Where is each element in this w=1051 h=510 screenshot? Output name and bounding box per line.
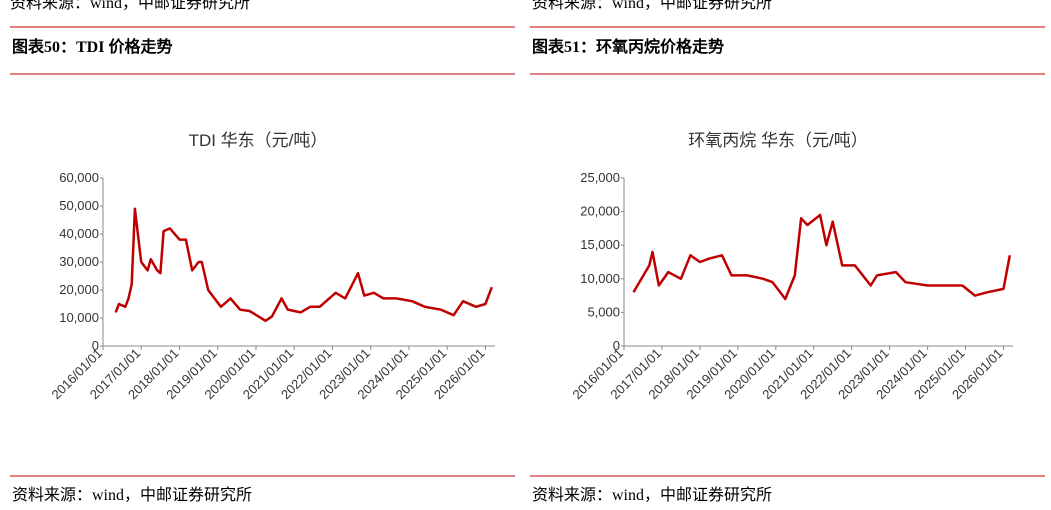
y-tick-label: 20,000 xyxy=(580,204,620,219)
y-tick-label: 15,000 xyxy=(580,237,620,252)
top-source: 资料来源：wind，中邮证券研究所 xyxy=(532,0,772,12)
y-tick-label: 25,000 xyxy=(580,170,620,185)
price-line xyxy=(632,213,1012,301)
y-tick-label: 40,000 xyxy=(59,226,99,241)
chart-title: TDI 华东（元/吨） xyxy=(189,131,328,150)
top-source: 资料来源：wind，中邮证券研究所 xyxy=(10,0,250,12)
y-tick-label: 10,000 xyxy=(59,310,99,325)
y-tick-label: 50,000 xyxy=(59,198,99,213)
caption: 图表51：环氧丙烷价格走势 xyxy=(532,37,724,56)
y-tick-label: 30,000 xyxy=(59,254,99,269)
y-tick-label: 20,000 xyxy=(59,282,99,297)
source: 资料来源：wind，中邮证券研究所 xyxy=(532,486,772,504)
y-tick-label: 0 xyxy=(92,338,99,353)
caption: 图表50：TDI 价格走势 xyxy=(12,37,172,56)
y-tick-label: 5,000 xyxy=(587,304,620,319)
y-tick-label: 10,000 xyxy=(580,271,620,286)
chart-title: 环氧丙烷 华东（元/吨） xyxy=(688,131,867,150)
source: 资料来源：wind，中邮证券研究所 xyxy=(12,486,252,504)
y-tick-label: 0 xyxy=(613,338,620,353)
price-line xyxy=(114,207,493,323)
y-tick-label: 60,000 xyxy=(59,170,99,185)
